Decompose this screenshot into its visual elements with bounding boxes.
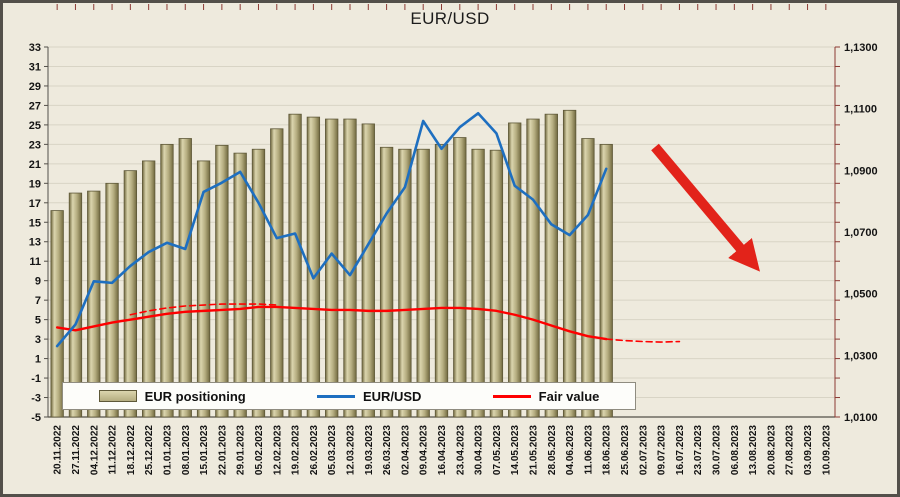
svg-text:29.01.2023: 29.01.2023 — [236, 425, 247, 475]
legend-item-fair-value: Fair value — [492, 388, 600, 404]
svg-text:5: 5 — [35, 315, 41, 327]
svg-text:01.01.2023: 01.01.2023 — [162, 425, 173, 475]
bar-swatch-icon — [98, 390, 137, 402]
svg-text:04.06.2023: 04.06.2023 — [565, 425, 576, 475]
svg-text:9: 9 — [35, 276, 41, 288]
svg-text:27.08.2023: 27.08.2023 — [785, 425, 796, 475]
svg-text:26.03.2023: 26.03.2023 — [382, 425, 393, 475]
svg-text:18.12.2022: 18.12.2022 — [126, 425, 137, 475]
chart-plot: 33312927252321191715131197531-1-3-51,130… — [29, 4, 878, 475]
svg-text:-3: -3 — [31, 393, 41, 405]
svg-text:29: 29 — [29, 81, 41, 93]
svg-text:16.04.2023: 16.04.2023 — [437, 425, 448, 475]
svg-text:14.05.2023: 14.05.2023 — [510, 425, 521, 475]
svg-text:27.11.2022: 27.11.2022 — [71, 425, 82, 475]
svg-text:-1: -1 — [31, 373, 41, 385]
legend-label-eurusd: EUR/USD — [362, 388, 422, 404]
chart-title: EUR/USD — [410, 9, 490, 28]
legend-label-eur-positioning: EUR positioning — [144, 388, 246, 404]
svg-text:1,0100: 1,0100 — [844, 412, 878, 424]
svg-text:21.05.2023: 21.05.2023 — [529, 425, 540, 475]
svg-text:06.08.2023: 06.08.2023 — [730, 425, 741, 475]
svg-text:18.06.2023: 18.06.2023 — [602, 425, 613, 475]
svg-text:31: 31 — [29, 61, 41, 73]
svg-text:05.03.2023: 05.03.2023 — [327, 425, 338, 475]
svg-text:13.08.2023: 13.08.2023 — [748, 425, 759, 475]
svg-text:16.07.2023: 16.07.2023 — [675, 425, 686, 475]
svg-text:30.07.2023: 30.07.2023 — [712, 425, 723, 475]
svg-text:12.02.2023: 12.02.2023 — [272, 425, 283, 475]
svg-text:28.05.2023: 28.05.2023 — [547, 425, 558, 475]
svg-text:20.11.2022: 20.11.2022 — [53, 425, 64, 475]
svg-text:3: 3 — [35, 334, 41, 346]
svg-text:1,0900: 1,0900 — [844, 165, 878, 177]
svg-text:05.02.2023: 05.02.2023 — [254, 425, 265, 475]
svg-text:03.09.2023: 03.09.2023 — [803, 425, 814, 475]
svg-text:10.09.2023: 10.09.2023 — [821, 425, 832, 475]
chart-legend: EUR positioning EUR/USD Fair value — [62, 382, 636, 410]
svg-text:1,0300: 1,0300 — [844, 350, 878, 362]
svg-text:25.06.2023: 25.06.2023 — [620, 425, 631, 475]
svg-text:02.07.2023: 02.07.2023 — [638, 425, 649, 475]
svg-text:15.01.2023: 15.01.2023 — [199, 425, 210, 475]
svg-text:11: 11 — [29, 256, 41, 268]
svg-text:19: 19 — [29, 178, 41, 190]
svg-text:7: 7 — [35, 295, 41, 307]
svg-text:08.01.2023: 08.01.2023 — [181, 425, 192, 475]
svg-text:12.03.2023: 12.03.2023 — [345, 425, 356, 475]
svg-text:27: 27 — [29, 100, 41, 112]
svg-text:19.02.2023: 19.02.2023 — [291, 425, 302, 475]
svg-text:23.07.2023: 23.07.2023 — [693, 425, 704, 475]
svg-text:07.05.2023: 07.05.2023 — [492, 425, 503, 475]
svg-text:15: 15 — [29, 217, 41, 229]
svg-text:-5: -5 — [31, 412, 41, 424]
svg-text:25.12.2022: 25.12.2022 — [144, 425, 155, 475]
legend-item-eurusd: EUR/USD — [316, 388, 422, 404]
svg-text:1,0700: 1,0700 — [844, 227, 878, 239]
svg-text:19.03.2023: 19.03.2023 — [364, 425, 375, 475]
svg-text:22.01.2023: 22.01.2023 — [217, 425, 228, 475]
svg-text:1,1100: 1,1100 — [844, 104, 877, 116]
svg-text:33: 33 — [29, 42, 41, 54]
svg-text:21: 21 — [29, 159, 41, 171]
svg-text:1,1300: 1,1300 — [844, 42, 878, 54]
svg-text:17: 17 — [29, 198, 41, 210]
svg-text:02.04.2023: 02.04.2023 — [400, 425, 411, 475]
line-swatch-blue-icon — [316, 394, 355, 398]
svg-text:09.04.2023: 09.04.2023 — [419, 425, 430, 475]
svg-text:26.02.2023: 26.02.2023 — [309, 425, 320, 475]
svg-text:1: 1 — [35, 354, 41, 366]
svg-text:1,0500: 1,0500 — [844, 289, 878, 301]
svg-text:23.04.2023: 23.04.2023 — [455, 425, 466, 475]
svg-text:11.12.2022: 11.12.2022 — [108, 425, 119, 475]
svg-text:20.08.2023: 20.08.2023 — [766, 425, 777, 475]
legend-label-fair-value: Fair value — [538, 388, 600, 404]
svg-text:04.12.2022: 04.12.2022 — [89, 425, 100, 475]
svg-text:11.06.2023: 11.06.2023 — [583, 425, 594, 475]
svg-text:13: 13 — [29, 237, 41, 249]
legend-item-eur-positioning: EUR positioning — [98, 388, 246, 404]
svg-text:25: 25 — [29, 120, 41, 132]
svg-text:30.04.2023: 30.04.2023 — [474, 425, 485, 475]
svg-text:09.07.2023: 09.07.2023 — [657, 425, 668, 475]
svg-text:23: 23 — [29, 139, 41, 151]
line-swatch-red-icon — [492, 394, 531, 398]
